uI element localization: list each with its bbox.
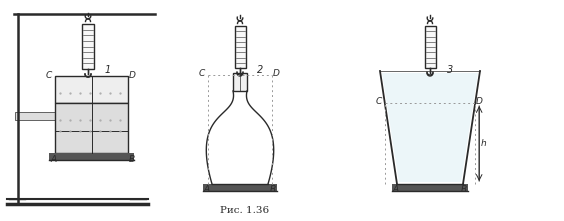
Text: D: D	[476, 97, 483, 106]
Text: h: h	[481, 139, 487, 149]
Text: B: B	[129, 155, 135, 164]
Bar	[203, 184, 277, 191]
Bar	[55, 103, 128, 153]
Polygon shape	[382, 73, 478, 182]
Bar	[49, 153, 134, 160]
Text: D: D	[129, 71, 136, 80]
Bar	[392, 184, 468, 191]
Text: 3: 3	[447, 65, 453, 75]
Text: D: D	[273, 69, 280, 78]
Text: A: A	[392, 185, 398, 194]
Bar	[233, 73, 247, 91]
Bar	[55, 76, 128, 103]
Text: A: A	[50, 155, 56, 164]
Bar	[15, 112, 65, 120]
Text: C: C	[376, 97, 382, 106]
Bar	[235, 26, 245, 68]
Bar	[425, 26, 435, 68]
Text: B: B	[461, 185, 467, 194]
Text: Рис. 1.36: Рис. 1.36	[221, 206, 270, 215]
Text: B: B	[270, 185, 276, 194]
Text: 1: 1	[105, 65, 111, 75]
Bar	[82, 24, 94, 69]
Text: A: A	[203, 185, 209, 194]
Text: 2: 2	[257, 65, 263, 75]
Text: C: C	[46, 71, 52, 80]
Text: C: C	[199, 69, 205, 78]
